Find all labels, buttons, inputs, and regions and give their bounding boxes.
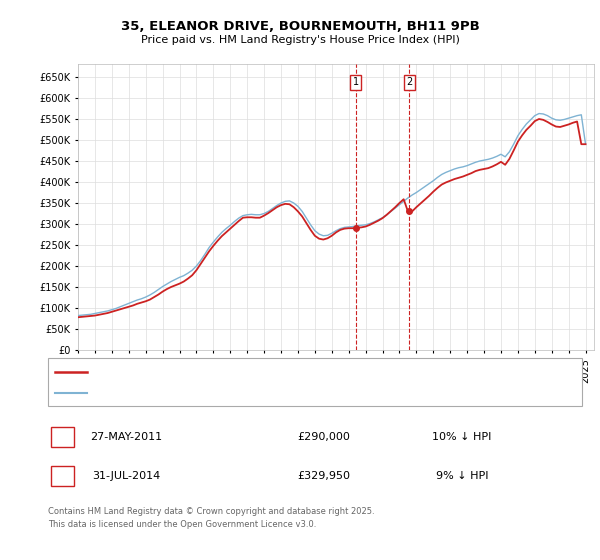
Text: 1: 1	[59, 432, 66, 442]
Text: HPI: Average price, detached house, Bournemouth Christchurch and Poole: HPI: Average price, detached house, Bour…	[91, 388, 455, 398]
Text: 35, ELEANOR DRIVE, BOURNEMOUTH, BH11 9PB (detached house): 35, ELEANOR DRIVE, BOURNEMOUTH, BH11 9PB…	[91, 367, 418, 377]
Text: 31-JUL-2014: 31-JUL-2014	[92, 471, 160, 481]
Text: 2: 2	[406, 77, 412, 87]
Text: £329,950: £329,950	[298, 471, 350, 481]
Text: Price paid vs. HM Land Registry's House Price Index (HPI): Price paid vs. HM Land Registry's House …	[140, 35, 460, 45]
Text: 10% ↓ HPI: 10% ↓ HPI	[433, 432, 491, 442]
Text: Contains HM Land Registry data © Crown copyright and database right 2025.: Contains HM Land Registry data © Crown c…	[48, 507, 374, 516]
Text: 1: 1	[353, 77, 359, 87]
Text: £290,000: £290,000	[298, 432, 350, 442]
Text: This data is licensed under the Open Government Licence v3.0.: This data is licensed under the Open Gov…	[48, 520, 316, 529]
Text: 9% ↓ HPI: 9% ↓ HPI	[436, 471, 488, 481]
Text: 2: 2	[59, 471, 66, 481]
Text: 35, ELEANOR DRIVE, BOURNEMOUTH, BH11 9PB: 35, ELEANOR DRIVE, BOURNEMOUTH, BH11 9PB	[121, 20, 479, 32]
Text: 27-MAY-2011: 27-MAY-2011	[90, 432, 162, 442]
